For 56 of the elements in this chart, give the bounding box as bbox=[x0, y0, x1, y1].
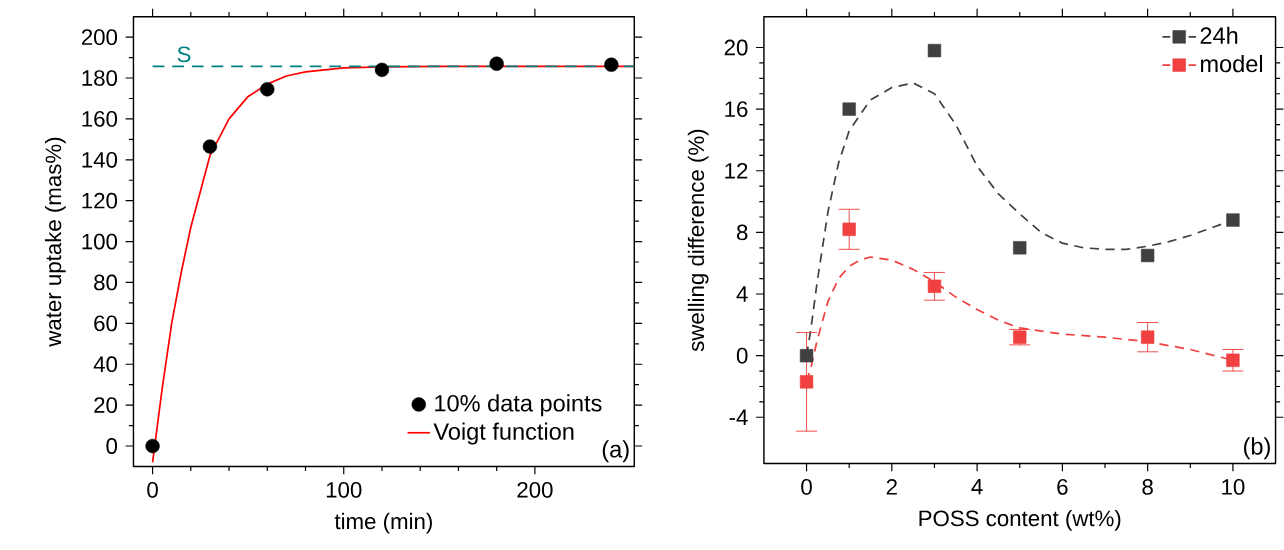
point bbox=[927, 43, 942, 58]
point bbox=[374, 62, 390, 78]
x-tick-label: 0 bbox=[147, 482, 158, 498]
point bbox=[1226, 353, 1240, 367]
y-tick-label: -4 bbox=[729, 409, 748, 425]
x-tick-label: 100 bbox=[326, 482, 362, 498]
point bbox=[145, 438, 160, 454]
y-tick-label: 180 bbox=[82, 70, 118, 86]
point bbox=[1141, 330, 1155, 344]
y-tick-label: 20 bbox=[724, 39, 748, 56]
x-tick-label: 6 bbox=[1057, 479, 1068, 495]
ref-line-label: S bbox=[177, 46, 191, 63]
point bbox=[1013, 330, 1027, 344]
point bbox=[842, 222, 856, 236]
y-tick-label: 20 bbox=[94, 397, 118, 414]
x-tick-label: 200 bbox=[517, 482, 553, 498]
y-tick-label: 0 bbox=[106, 438, 118, 454]
x-tick-label: 8 bbox=[1142, 479, 1153, 495]
annotation: (b) bbox=[1244, 437, 1270, 460]
annotation: (a) bbox=[602, 440, 629, 463]
x-axis-title: time (min) bbox=[334, 512, 432, 534]
y-tick-label: 60 bbox=[94, 315, 118, 332]
y-tick-label: 80 bbox=[94, 274, 118, 291]
legend-label: 24h bbox=[1200, 26, 1238, 44]
y-tick-label: 4 bbox=[736, 286, 748, 302]
legend-label: 10% data points bbox=[435, 394, 602, 417]
x-tick-label: 10 bbox=[1222, 479, 1245, 495]
x-tick-label: 2 bbox=[886, 479, 897, 495]
point bbox=[1141, 248, 1155, 263]
point bbox=[927, 279, 942, 293]
point bbox=[842, 102, 856, 116]
y-tick-label: 120 bbox=[82, 192, 118, 209]
y-tick-label: 12 bbox=[725, 163, 748, 179]
y-tick-label: 16 bbox=[725, 101, 748, 118]
point bbox=[604, 57, 619, 72]
legend-label: Voigt function bbox=[433, 422, 574, 445]
y-tick-label: 100 bbox=[82, 233, 118, 250]
point bbox=[489, 56, 504, 71]
x-axis-title: POSS content (wt%) bbox=[919, 509, 1121, 531]
y-axis-title: swelling difference (%) bbox=[687, 129, 709, 352]
point bbox=[1013, 241, 1027, 255]
y-tick-label: 140 bbox=[82, 151, 118, 168]
x-tick-label: 4 bbox=[971, 479, 983, 495]
point bbox=[1226, 213, 1240, 227]
y-tick-label: 40 bbox=[93, 356, 118, 373]
y-axis-title: water uptake (mas%) bbox=[44, 137, 66, 347]
y-tick-label: 200 bbox=[81, 29, 118, 46]
y-tick-label: 160 bbox=[82, 111, 118, 127]
point bbox=[799, 375, 814, 389]
y-tick-label: 0 bbox=[736, 347, 748, 364]
point bbox=[260, 82, 275, 97]
point bbox=[799, 349, 814, 363]
legend-label: model bbox=[1200, 54, 1263, 73]
point bbox=[202, 139, 218, 154]
y-tick-label: 8 bbox=[736, 224, 748, 241]
x-tick-label: 0 bbox=[801, 479, 812, 495]
